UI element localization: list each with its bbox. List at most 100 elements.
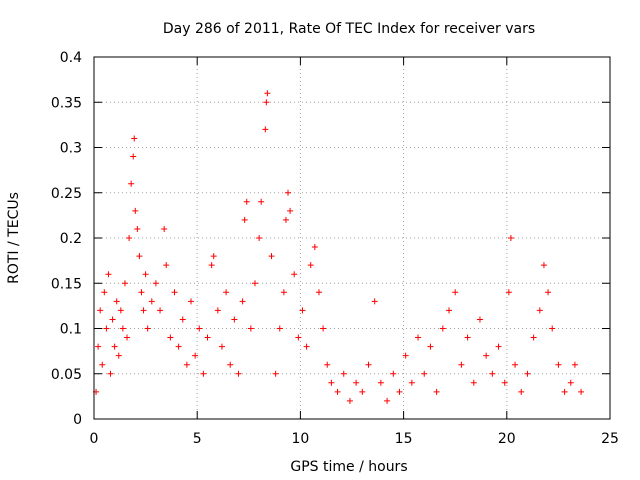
data-point-marker (324, 361, 331, 368)
data-point-marker (280, 289, 287, 296)
data-point-marker (540, 262, 547, 269)
y-tick-label: 0.15 (51, 276, 82, 292)
data-point-marker (446, 307, 453, 314)
data-point-marker (175, 343, 182, 350)
data-point-marker (264, 90, 271, 97)
data-point-marker (495, 343, 502, 350)
data-point-marker (214, 307, 221, 314)
data-point-marker (483, 352, 490, 359)
data-point-marker (549, 325, 556, 332)
data-point-marker (200, 370, 207, 377)
data-point-marker (464, 334, 471, 341)
data-point-marker (119, 325, 126, 332)
x-tick-label: 0 (90, 431, 99, 447)
data-point-marker (299, 307, 306, 314)
x-tick-label: 5 (193, 431, 202, 447)
data-point-marker (196, 325, 203, 332)
data-point-marker (210, 253, 217, 260)
data-point-marker (470, 379, 477, 386)
data-point-marker (285, 189, 292, 196)
axis-ticks: 0 0.05 0.1 0.15 0.2 0.25 0.3 0.35 0.4 0 5 10 15 20 25 (51, 50, 619, 447)
y-tick-label: 0.2 (60, 231, 82, 247)
data-point-marker (452, 289, 459, 296)
data-point-marker (545, 289, 552, 296)
data-point-marker (530, 334, 537, 341)
data-point-marker (311, 244, 318, 251)
data-point-marker (132, 207, 139, 214)
data-point-marker (384, 397, 391, 404)
data-point-marker (241, 216, 248, 223)
data-point-marker (262, 126, 269, 133)
data-point-marker (231, 316, 238, 323)
data-point-marker (578, 388, 585, 395)
data-point-marker (243, 198, 250, 205)
x-axis-label: GPS time / hours (290, 459, 407, 475)
data-point-marker (142, 271, 149, 278)
data-point-marker (353, 379, 360, 386)
data-point-marker (130, 153, 137, 160)
data-point-marker (138, 289, 145, 296)
x-tick-label: 15 (395, 431, 413, 447)
data-point-marker (268, 253, 275, 260)
data-point-marker (291, 271, 298, 278)
data-point-marker (427, 343, 434, 350)
data-point-marker (390, 370, 397, 377)
x-tick-label: 25 (601, 431, 619, 447)
data-point-marker (208, 262, 215, 269)
data-point-marker (282, 216, 289, 223)
data-point-marker (171, 289, 178, 296)
y-tick-label: 0.35 (51, 95, 82, 111)
data-point-marker (128, 180, 135, 187)
data-point-marker (272, 370, 279, 377)
data-point-marker (140, 307, 147, 314)
data-point-marker (227, 361, 234, 368)
data-point-marker (144, 325, 151, 332)
data-point-marker (97, 307, 104, 314)
data-point-marker (512, 361, 519, 368)
data-point-marker (192, 352, 199, 359)
data-point-marker (157, 307, 164, 314)
data-point-marker (536, 307, 543, 314)
data-point-marker (204, 334, 211, 341)
data-point-marker (183, 361, 190, 368)
data-point-marker (109, 316, 116, 323)
data-point-marker (131, 135, 138, 142)
data-point-marker (567, 379, 574, 386)
data-point-marker (346, 397, 353, 404)
data-point-marker (340, 370, 347, 377)
data-point-marker (223, 289, 230, 296)
data-point-marker (359, 388, 366, 395)
x-tick-label: 20 (498, 431, 516, 447)
data-points (93, 90, 585, 404)
chart-title: Day 286 of 2011, Rate Of TEC Index for r… (163, 21, 535, 37)
data-point-marker (501, 379, 508, 386)
data-point-marker (458, 361, 465, 368)
plot-frame (93, 56, 611, 420)
data-point-marker (121, 280, 128, 287)
data-point-marker (555, 361, 562, 368)
grid-lines (94, 57, 610, 419)
data-point-marker (476, 316, 483, 323)
y-tick-label: 0.4 (60, 50, 82, 66)
data-point-marker (295, 334, 302, 341)
data-point-marker (307, 262, 314, 269)
data-point-marker (489, 370, 496, 377)
data-point-marker (235, 370, 242, 377)
data-point-marker (99, 361, 106, 368)
data-point-marker (371, 298, 378, 305)
data-point-marker (571, 361, 578, 368)
y-tick-label: 0.25 (51, 186, 82, 202)
data-point-marker (105, 271, 112, 278)
data-point-marker (161, 225, 168, 232)
data-point-marker (258, 198, 265, 205)
data-point-marker (320, 325, 327, 332)
data-point-marker (247, 325, 254, 332)
data-point-marker (163, 262, 170, 269)
data-point-marker (315, 289, 322, 296)
data-point-marker (561, 388, 568, 395)
data-point-marker (167, 334, 174, 341)
data-point-marker (126, 235, 133, 241)
data-point-marker (95, 343, 102, 350)
data-point-marker (124, 334, 131, 341)
